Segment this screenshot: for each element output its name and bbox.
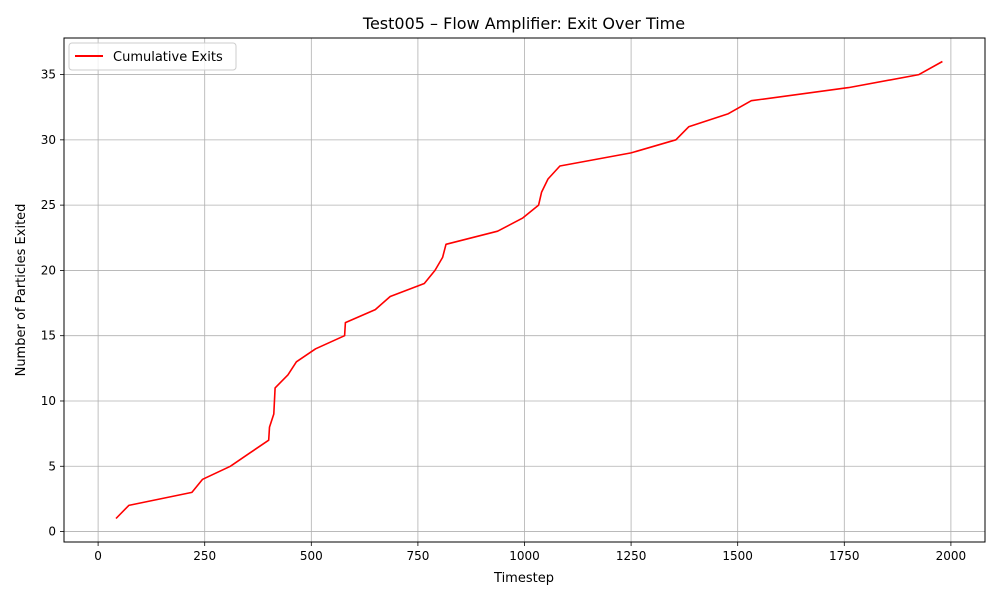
y-tick-label: 20 bbox=[41, 263, 56, 277]
legend-label: Cumulative Exits bbox=[113, 50, 223, 65]
x-tick-label: 2000 bbox=[936, 549, 967, 563]
y-axis-label: Number of Particles Exited bbox=[14, 204, 29, 377]
legend-box bbox=[68, 42, 237, 71]
legend: Cumulative Exits bbox=[68, 42, 237, 71]
x-tick-label: 500 bbox=[300, 549, 323, 563]
x-tick-label: 1500 bbox=[722, 549, 753, 563]
series-layer bbox=[115, 60, 943, 520]
x-tick-label: 1750 bbox=[829, 549, 860, 563]
x-tick-label: 750 bbox=[406, 549, 429, 563]
y-tick-label: 15 bbox=[41, 329, 56, 343]
ticks: 0 250 500 750 1000 1250 1500 1750 2000 0 5 10 15 20 25… bbox=[41, 68, 966, 563]
y-tick-label: 10 bbox=[41, 394, 56, 408]
x-axis-label: Timestep bbox=[493, 571, 554, 586]
x-tick-label: 0 bbox=[94, 549, 102, 563]
x-tick-label: 250 bbox=[193, 549, 216, 563]
series-line-cumulative-exits bbox=[115, 60, 943, 520]
y-tick-label: 25 bbox=[41, 198, 56, 212]
y-tick-label: 35 bbox=[41, 68, 56, 82]
y-tick-label: 5 bbox=[48, 459, 56, 473]
x-tick-label: 1000 bbox=[509, 549, 540, 563]
y-tick-label: 30 bbox=[41, 133, 56, 147]
chart-title: Test005 – Flow Amplifier: Exit Over Time bbox=[362, 14, 685, 33]
y-tick-label: 0 bbox=[48, 525, 56, 539]
grid-lines bbox=[64, 38, 985, 542]
x-tick-label: 1250 bbox=[616, 549, 647, 563]
